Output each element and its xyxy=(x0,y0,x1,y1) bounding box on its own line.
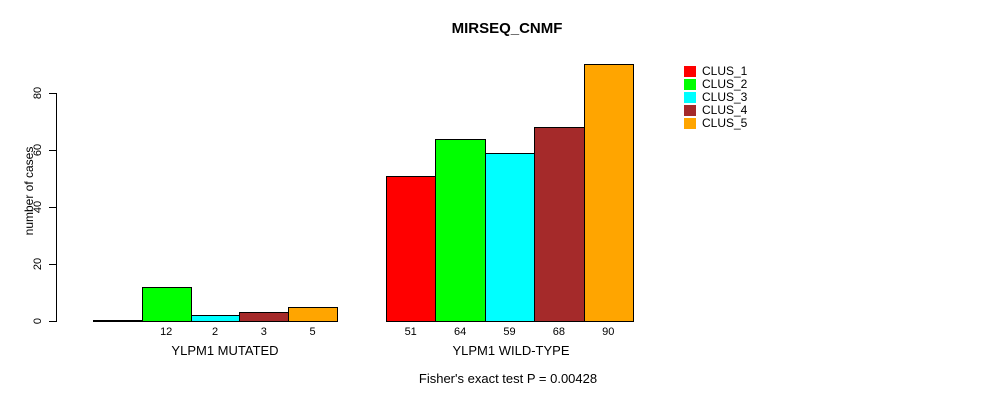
y-tick xyxy=(49,207,56,208)
bar xyxy=(190,315,241,322)
bar-zero-height xyxy=(93,320,143,322)
bar-value-label: 90 xyxy=(602,326,615,338)
bar xyxy=(386,176,437,322)
group-label: YLPM1 WILD-TYPE xyxy=(452,343,570,358)
legend-swatch xyxy=(684,66,696,78)
legend-item: CLUS_4 xyxy=(684,104,747,117)
y-tick xyxy=(49,93,56,94)
y-tick-label: 80 xyxy=(32,86,44,100)
chart-caption: Fisher's exact test P = 0.00428 xyxy=(418,371,598,386)
bar-value-label: 3 xyxy=(260,326,267,338)
y-tick-label: 40 xyxy=(32,200,44,214)
legend-label: CLUS_4 xyxy=(702,103,748,118)
legend: CLUS_1 CLUS_2 CLUS_3 CLUS_4 CLUS_5 xyxy=(684,65,747,130)
bar-value-label: 5 xyxy=(309,326,316,338)
legend-item: CLUS_2 xyxy=(684,78,747,91)
bar xyxy=(435,139,486,322)
legend-swatch xyxy=(684,105,696,117)
legend-swatch xyxy=(684,79,696,91)
bar xyxy=(534,127,585,322)
y-tick xyxy=(49,150,56,151)
y-tick xyxy=(49,264,56,265)
y-tick-label: 0 xyxy=(32,317,44,325)
legend-label: CLUS_1 xyxy=(702,64,748,79)
legend-item: CLUS_3 xyxy=(684,91,747,104)
chart-title: MIRSEQ_CNMF xyxy=(451,20,563,37)
bar xyxy=(288,307,338,322)
bar-value-label: 68 xyxy=(552,326,566,338)
legend-item: CLUS_1 xyxy=(684,65,747,78)
bar xyxy=(239,312,290,322)
legend-label: CLUS_5 xyxy=(702,116,748,131)
legend-label: CLUS_2 xyxy=(702,77,748,92)
group-label: YLPM1 MUTATED xyxy=(171,343,279,358)
legend-swatch xyxy=(684,118,696,130)
legend-swatch xyxy=(684,92,696,104)
legend-item: CLUS_5 xyxy=(684,117,747,130)
bar-value-label: 2 xyxy=(211,326,219,338)
y-tick-label: 20 xyxy=(32,257,44,271)
bar xyxy=(484,153,536,322)
y-tick-label: 60 xyxy=(32,143,44,157)
y-axis-title: number of cases xyxy=(22,146,36,236)
bar xyxy=(583,64,634,322)
y-tick xyxy=(49,321,56,322)
bar-value-label: 64 xyxy=(453,326,467,338)
legend-label: CLUS_3 xyxy=(702,90,748,105)
bar xyxy=(141,287,192,322)
bar-value-label: 12 xyxy=(160,326,173,338)
bar-value-label: 51 xyxy=(404,326,417,338)
y-axis-line xyxy=(56,93,57,322)
bar-value-label: 59 xyxy=(503,326,516,338)
